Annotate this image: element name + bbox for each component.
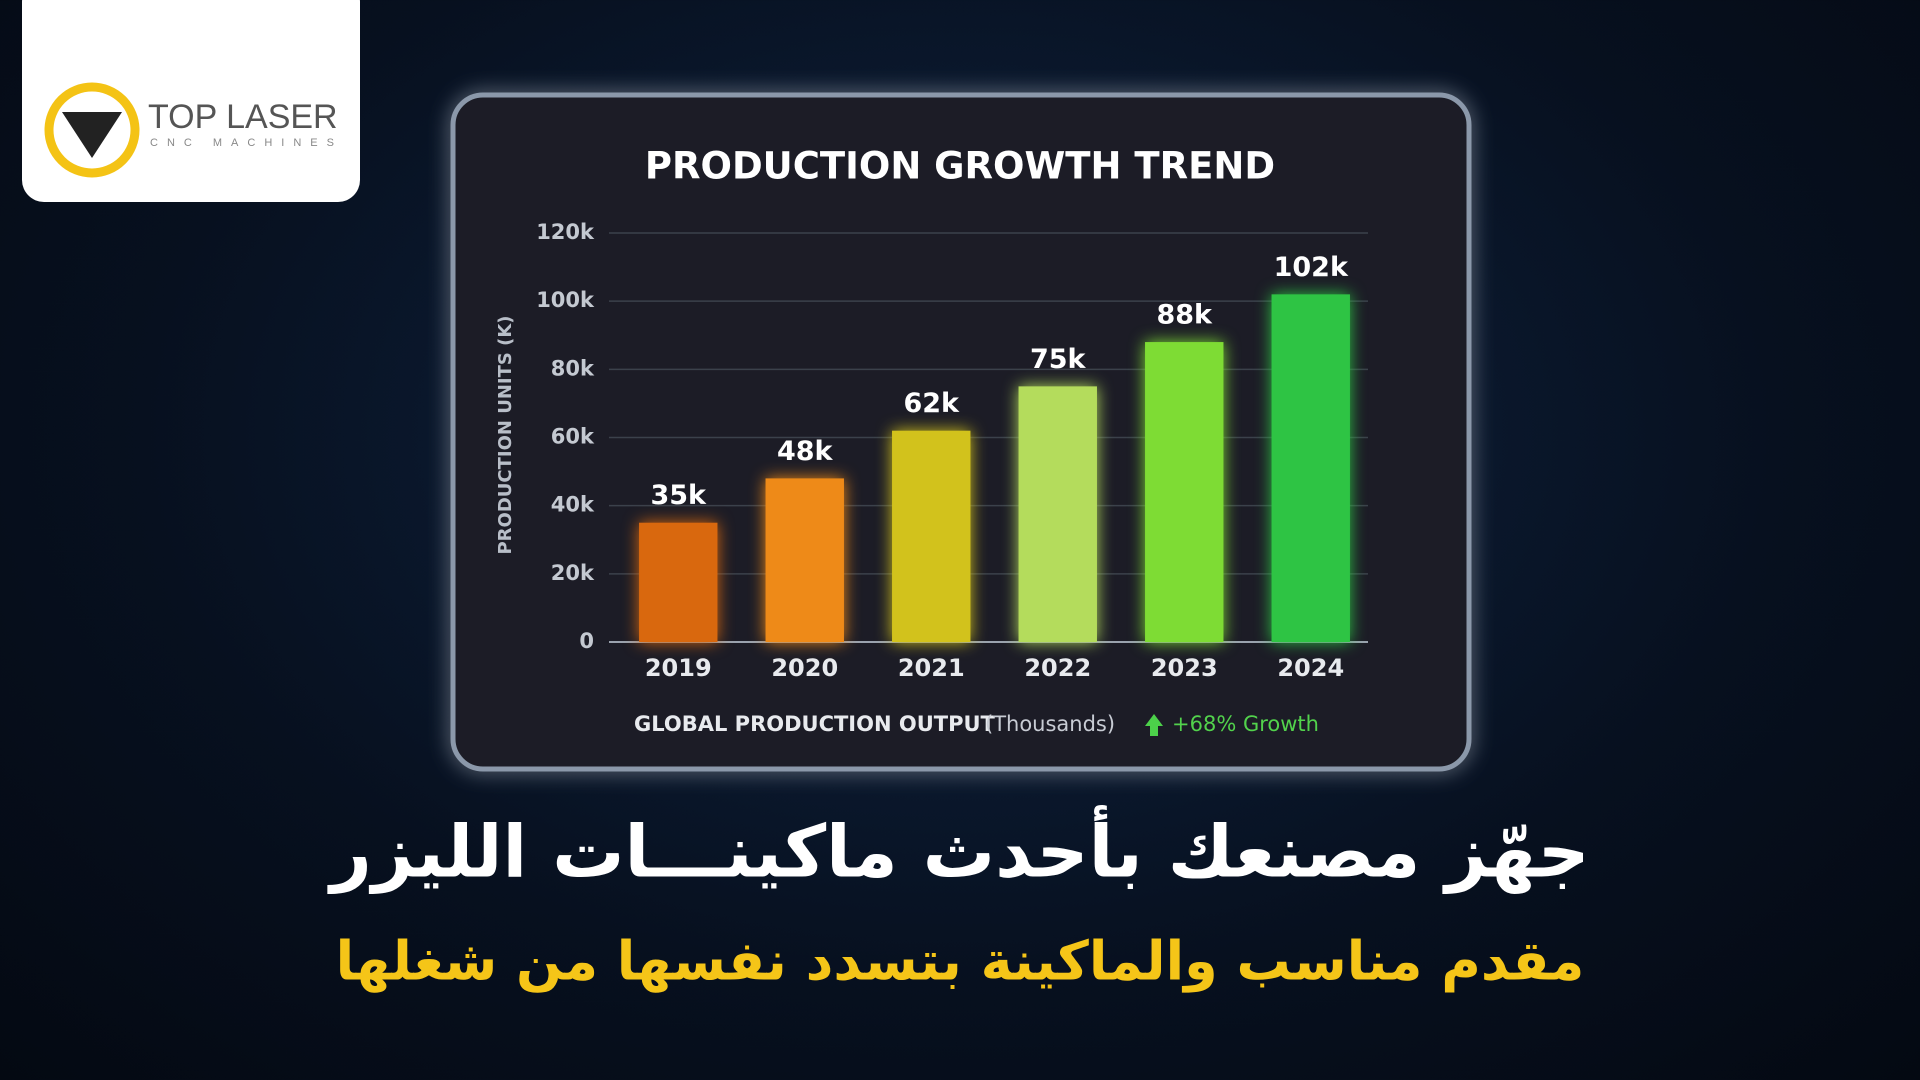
y-axis-label: PRODUCTION UNITS (K) (495, 315, 516, 554)
logo-mark (62, 112, 122, 158)
annotation: +68% Growth (1172, 712, 1319, 736)
logo-box (22, 0, 360, 202)
bar (1145, 342, 1224, 642)
y-tick-label: 120k (536, 220, 595, 244)
value-label: 75k (1030, 344, 1087, 375)
x-tick-label: 2022 (1024, 654, 1091, 682)
headline: جهّز مصنعك بأحدث ماكينـــات الليزر (327, 805, 1589, 895)
bar (765, 478, 844, 642)
x-tick-label: 2023 (1151, 654, 1218, 682)
y-tick-label: 80k (551, 356, 595, 380)
y-tick-label: 40k (551, 493, 595, 517)
value-label: 102k (1274, 252, 1349, 283)
x-tick-label: 2020 (771, 654, 838, 682)
y-tick-label: 60k (551, 425, 595, 449)
x-tick-label: 2021 (898, 654, 965, 682)
y-tick-label: 0 (579, 629, 594, 653)
bar (639, 522, 718, 642)
bar (1018, 386, 1097, 642)
logo-tagline: CNC MACHINES (150, 137, 343, 149)
subheadline: مقدم مناسب والماكينة بتسدد نفسها من شغله… (336, 930, 1585, 993)
x-tick-label: 2019 (645, 654, 712, 682)
growth-arrow (1145, 714, 1163, 736)
chart-title: PRODUCTION GROWTH TREND (645, 145, 1275, 188)
logo-ring (44, 82, 140, 178)
y-tick-label: 20k (551, 561, 595, 585)
x-axis-label: GLOBAL PRODUCTION OUTPUT (634, 712, 996, 736)
value-label: 88k (1156, 300, 1213, 331)
y-tick-label: 100k (536, 288, 595, 312)
bar (892, 430, 971, 642)
logo-name: TOP LASER (148, 98, 338, 136)
bar (1271, 294, 1350, 642)
x-axis-note: (Thousands) (985, 712, 1115, 736)
value-label: 48k (777, 436, 834, 467)
x-tick-label: 2024 (1277, 654, 1344, 682)
value-label: 35k (650, 480, 707, 511)
value-label: 62k (903, 388, 960, 419)
